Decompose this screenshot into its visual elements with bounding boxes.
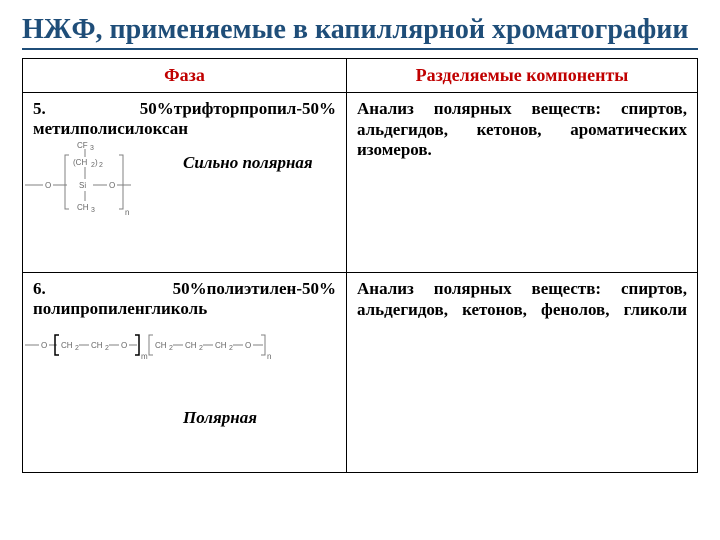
- phase-cell-6: 6. 50%полиэтилен-50% полипропиленгликоль…: [23, 273, 347, 473]
- svg-text:): ): [95, 158, 98, 167]
- table-header-row: Фаза Разделяемые компоненты: [23, 59, 698, 93]
- svg-text:CH: CH: [215, 341, 227, 350]
- chem-structure-5: O Si (CH 2 ) 2 CF 3: [23, 137, 153, 217]
- phase6-polarity: Полярная: [183, 408, 257, 428]
- phase6-name-line2: полипропиленгликоль: [33, 299, 336, 319]
- svg-text:m: m: [141, 352, 148, 361]
- table-row: 6. 50%полиэтилен-50% полипропиленгликоль…: [23, 273, 698, 473]
- svg-text:2: 2: [229, 345, 233, 352]
- svg-text:n: n: [267, 352, 271, 361]
- svg-text:CH: CH: [61, 341, 73, 350]
- svg-text:2: 2: [75, 345, 79, 352]
- svg-text:O: O: [121, 341, 127, 350]
- svg-text:Si: Si: [79, 181, 86, 190]
- header-phase: Фаза: [23, 59, 347, 93]
- page-title: НЖФ, применяемые в капиллярной хроматогр…: [22, 14, 698, 46]
- table-row: 5. 50%трифторпропил-50% метилполисилокса…: [23, 93, 698, 273]
- title-underline: [22, 48, 698, 50]
- svg-text:CF: CF: [77, 141, 88, 150]
- phase-cell-5: 5. 50%трифторпропил-50% метилполисилокса…: [23, 93, 347, 273]
- svg-text:CH: CH: [155, 341, 167, 350]
- svg-text:2: 2: [99, 162, 103, 169]
- svg-text:O: O: [41, 341, 47, 350]
- phase5-name-line2: метилполисилоксан: [33, 119, 336, 139]
- svg-text:O: O: [109, 181, 115, 190]
- svg-text:3: 3: [90, 145, 94, 152]
- components6-text: Анализ полярных веществ: спиртов, альдег…: [357, 279, 687, 320]
- svg-text:2: 2: [169, 345, 173, 352]
- svg-text:O: O: [245, 341, 251, 350]
- svg-text:CH: CH: [77, 203, 89, 212]
- chem-structure-6: O CH 2 CH 2 O m: [23, 329, 303, 365]
- components-cell-6: Анализ полярных веществ: спиртов, альдег…: [347, 273, 698, 473]
- svg-text:CH: CH: [91, 341, 103, 350]
- phase5-polarity: Сильно полярная: [183, 153, 313, 173]
- components5-text: Анализ полярных веществ: спиртов, альдег…: [357, 99, 687, 160]
- phase6-name-line1: 6. 50%полиэтилен-50%: [33, 279, 336, 299]
- svg-text:2: 2: [199, 345, 203, 352]
- phases-table: Фаза Разделяемые компоненты 5. 50%трифто…: [22, 58, 698, 473]
- svg-text:O: O: [45, 181, 51, 190]
- svg-text:2: 2: [105, 345, 109, 352]
- phase5-name-line1: 5. 50%трифторпропил-50%: [33, 99, 336, 119]
- header-components: Разделяемые компоненты: [347, 59, 698, 93]
- svg-text:3: 3: [91, 207, 95, 214]
- svg-text:n: n: [125, 208, 129, 217]
- svg-text:CH: CH: [185, 341, 197, 350]
- svg-text:(CH: (CH: [73, 158, 87, 167]
- components-cell-5: Анализ полярных веществ: спиртов, альдег…: [347, 93, 698, 273]
